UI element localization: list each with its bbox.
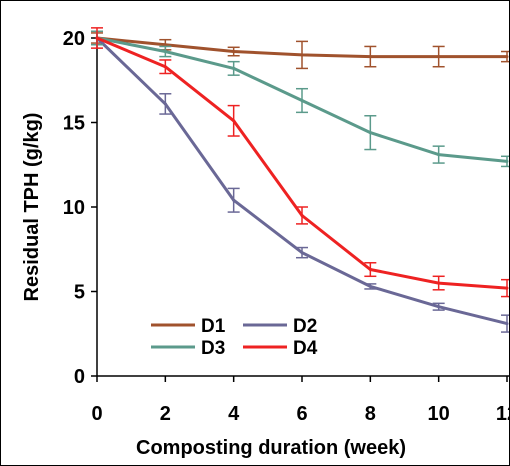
series-d2 <box>91 30 509 333</box>
data-point-d1 <box>163 43 167 47</box>
data-point-d2 <box>368 284 372 288</box>
data-point-d4 <box>300 213 304 217</box>
data-point-d4 <box>505 286 509 290</box>
data-point-d4 <box>368 268 372 272</box>
data-point-d1 <box>505 55 509 59</box>
series-line-d2 <box>95 36 508 326</box>
y-axis-title: Residual TPH (g/kg) <box>21 113 43 302</box>
plot-area <box>91 27 509 333</box>
data-point-d3 <box>232 66 236 70</box>
data-point-d4 <box>163 65 167 69</box>
data-point-d1 <box>300 53 304 57</box>
y-axis-ticks: 0 5 10 15 20 <box>63 28 97 388</box>
data-point-d3 <box>300 99 304 103</box>
data-point-d4 <box>232 119 236 123</box>
data-point-d3 <box>437 153 441 157</box>
legend-label-d3: D3 <box>201 338 225 359</box>
data-point-d2 <box>163 102 167 106</box>
data-point-d1 <box>232 50 236 54</box>
x-tick-label: 6 <box>296 403 307 425</box>
data-point-d4 <box>437 281 441 285</box>
x-tick-label: 8 <box>365 403 376 425</box>
y-tick-label: 10 <box>63 197 85 219</box>
x-tick-label: 10 <box>428 403 450 425</box>
y-tick-label: 0 <box>74 366 85 388</box>
y-tick-label: 20 <box>63 28 85 50</box>
data-point-d4 <box>95 36 99 40</box>
x-tick-label: 4 <box>228 403 240 425</box>
data-point-d3 <box>505 159 509 163</box>
x-tick-label: 2 <box>160 403 171 425</box>
data-point-d2 <box>437 305 441 309</box>
data-point-d2 <box>300 251 304 255</box>
x-tick-label: 0 <box>91 403 102 425</box>
x-axis-ticks: 0 2 4 6 8 10 12 <box>91 376 510 425</box>
series-d4 <box>91 27 509 298</box>
y-tick-label: 5 <box>74 282 85 304</box>
data-point-d2 <box>505 322 509 326</box>
legend-label-d2: D2 <box>293 316 317 337</box>
legend: D1 D2 D3 D4 <box>151 316 318 359</box>
data-point-d3 <box>368 131 372 135</box>
data-point-d1 <box>437 55 441 59</box>
x-axis-title: Composting duration (week) <box>136 437 406 459</box>
series-d3 <box>91 30 509 168</box>
data-point-d3 <box>163 50 167 54</box>
legend-label-d1: D1 <box>201 316 226 337</box>
x-tick-label: 12 <box>496 403 510 425</box>
y-tick-label: 15 <box>63 113 85 135</box>
legend-label-d4: D4 <box>293 338 318 359</box>
data-point-d2 <box>232 198 236 202</box>
data-point-d1 <box>368 55 372 59</box>
